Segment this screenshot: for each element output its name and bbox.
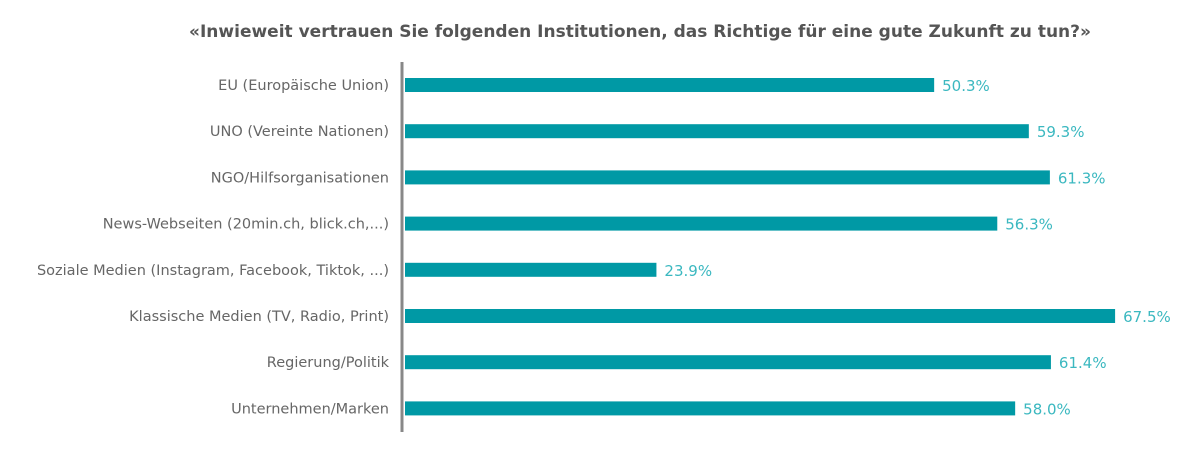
category-label: Unternehmen/Marken	[231, 401, 389, 417]
value-label: 23.9%	[664, 262, 712, 280]
bar	[405, 124, 1029, 139]
bar	[405, 216, 998, 231]
category-label: UNO (Vereinte Nationen)	[210, 124, 389, 140]
category-label: Regierung/Politik	[267, 355, 390, 371]
value-label: 67.5%	[1123, 308, 1171, 326]
bar	[405, 170, 1050, 185]
category-label: NGO/Hilfsorganisationen	[211, 170, 389, 186]
category-label: EU (Europäische Union)	[218, 78, 389, 94]
value-label: 56.3%	[1005, 216, 1053, 234]
value-label: 58.0%	[1023, 400, 1071, 418]
value-label: 50.3%	[942, 77, 990, 95]
bar	[405, 355, 1051, 370]
bar	[405, 262, 657, 277]
bar	[405, 401, 1016, 416]
value-label: 61.4%	[1059, 354, 1107, 372]
chart-title: «Inwieweit vertrauen Sie folgenden Insti…	[189, 22, 1091, 42]
category-label: Soziale Medien (Instagram, Facebook, Tik…	[37, 263, 389, 279]
bar	[405, 309, 1116, 323]
bar	[405, 78, 935, 92]
category-label: Klassische Medien (TV, Radio, Print)	[129, 309, 389, 325]
value-label: 61.3%	[1058, 169, 1106, 187]
value-label: 59.3%	[1037, 123, 1085, 141]
category-label: News-Webseiten (20min.ch, blick.ch,...)	[103, 217, 389, 233]
